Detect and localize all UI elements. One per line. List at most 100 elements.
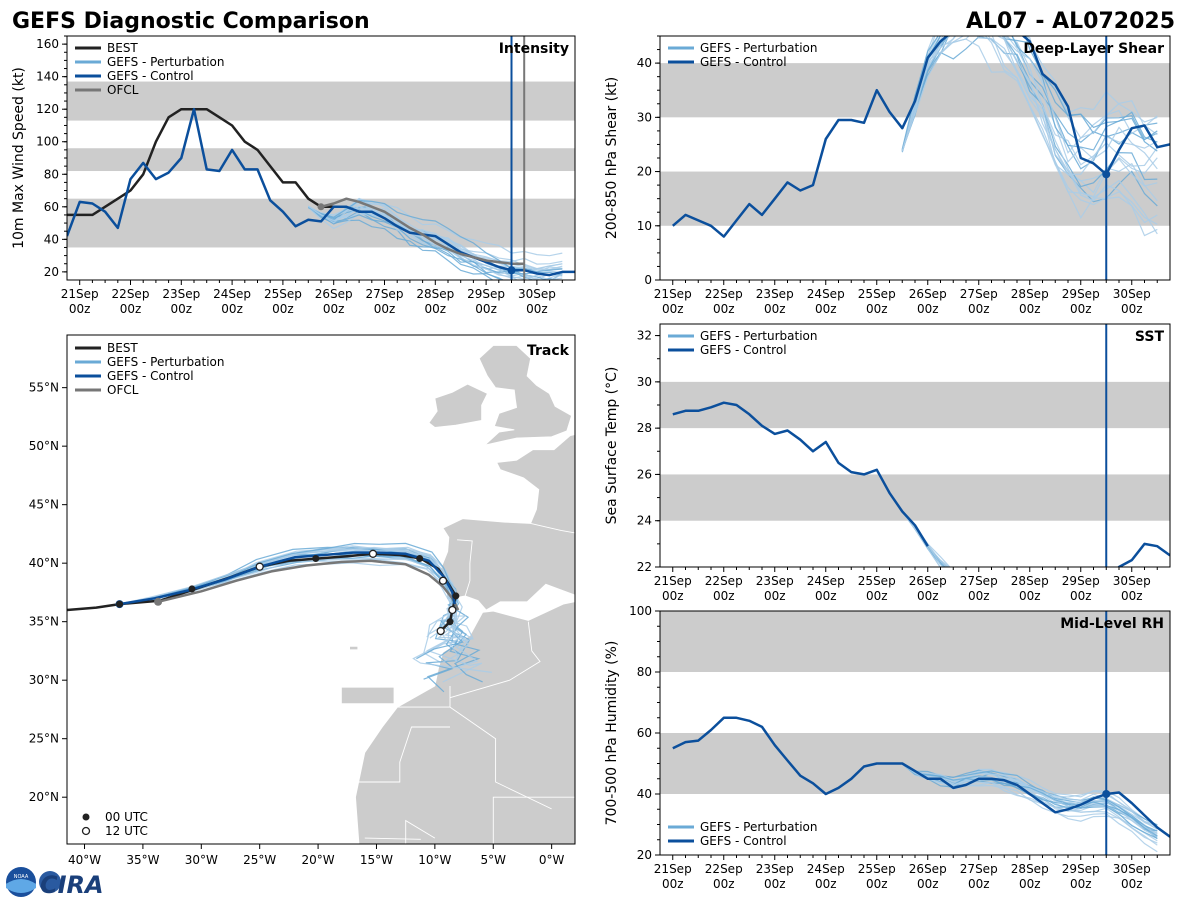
track-control-line: [119, 551, 456, 606]
rh-title: Mid-Level RH: [1060, 616, 1164, 632]
track-border: [353, 726, 450, 783]
shear-xtick-label: 25Sep: [858, 287, 896, 301]
legend-label: GEFS - Perturbation: [700, 329, 817, 343]
rh-xtick-label: 26Sep: [909, 862, 947, 876]
shear-perturbation-line: [901, 38, 1158, 176]
track-plot-area: [67, 345, 575, 844]
track-xtick-label: 35°W: [126, 853, 159, 867]
shear-xtick-label: 26Sep: [909, 287, 947, 301]
track-perturbation-line: [118, 562, 461, 663]
intensity-band: [67, 148, 575, 172]
sst-series-gefs-control-tail: [1117, 542, 1170, 567]
legend-label: BEST: [107, 341, 138, 355]
track-legend-12utc-marker: [81, 826, 91, 836]
intensity-ytick-label: 40: [44, 232, 59, 246]
sst-xtick-label: 22Sep: [705, 574, 743, 588]
sst-xtick-label: 27Sep: [960, 574, 998, 588]
intensity-series-gefs-control: [67, 107, 575, 277]
intensity-xtick-label: 00z: [69, 302, 91, 316]
rh-ytick-label: 20: [637, 848, 652, 862]
shear-xtick-label: 00z: [917, 302, 939, 316]
shear-xtick-label: 00z: [713, 302, 735, 316]
intensity-series-best: [67, 107, 334, 217]
track-perturbation-line: [118, 548, 470, 654]
rh-band: [660, 611, 1170, 672]
track-land: [340, 686, 395, 704]
track-land: [478, 345, 572, 446]
intensity-xtick-label: 00z: [221, 302, 243, 316]
shear-perturbation-line: [901, 36, 1158, 198]
rh-xtick-label: 27Sep: [960, 862, 998, 876]
track-xtick-label: 25°W: [243, 853, 276, 867]
track-border: [364, 837, 421, 840]
track-ytick-label: 20°N: [29, 790, 59, 804]
legend-label: GEFS - Control: [107, 369, 194, 383]
intensity-ylabel: 10m Max Wind Speed (kt): [11, 67, 27, 249]
track-xtick-label: 40°W: [68, 853, 101, 867]
intensity-ytick-label: 100: [36, 135, 59, 149]
sst-xtick-label: 00z: [815, 589, 837, 603]
shear-panel: 01020304021Sep00z22Sep00z23Sep00z24Sep00…: [604, 35, 1171, 316]
intensity-xtick-label: 00z: [272, 302, 294, 316]
figure-title: GEFS Diagnostic Comparison: [12, 9, 370, 34]
shear-perturbation-line: [901, 36, 1158, 167]
track-frame: [66, 334, 576, 845]
shear-ytick-label: 10: [637, 219, 652, 233]
shear-ytick-label: 40: [637, 56, 652, 70]
intensity-xtick-label: 24Sep: [213, 287, 251, 301]
shear-xtick-label: 28Sep: [1011, 287, 1049, 301]
sst-ylabel: Sea Surface Temp (°C): [604, 367, 620, 525]
shear-xtick-label: 29Sep: [1062, 287, 1100, 301]
intensity-plot-area: [67, 81, 575, 280]
rh-ytick-label: 40: [637, 787, 652, 801]
intensity-title: Intensity: [499, 41, 569, 57]
intensity-xtick-label: 00z: [323, 302, 345, 316]
track-best-12utc-marker: [255, 562, 264, 571]
track-xtick-label: 5°W: [481, 853, 507, 867]
sst-xtick-label: 21Sep: [654, 574, 692, 588]
legend-label: GEFS - Perturbation: [107, 55, 224, 69]
sst-panel: 22242628303221Sep00z22Sep00z23Sep00z24Se…: [604, 323, 1171, 603]
shear-plot-area: [660, 36, 1170, 238]
rh-xtick-label: 00z: [662, 877, 684, 891]
sst-perturbation-line: [901, 510, 949, 567]
track-best-12utc-marker: [436, 626, 445, 636]
track-ofcl-start-marker: [154, 597, 163, 606]
shear-xtick-label: 00z: [1019, 302, 1041, 316]
legend-label: GEFS - Control: [700, 834, 787, 848]
shear-ylabel: 200-850 hPa Shear (kt): [604, 77, 620, 239]
shear-ytick-label: 20: [637, 165, 652, 179]
track-land: [440, 434, 575, 611]
intensity-perturbation-line: [307, 207, 505, 280]
intensity-ytick-label: 60: [44, 200, 59, 214]
shear-ytick-label: 0: [644, 273, 652, 287]
cira-logo: CIRA: [39, 871, 104, 899]
rh-xtick-label: 00z: [1070, 877, 1092, 891]
rh-plot-area: [660, 611, 1170, 853]
track-ytick-label: 25°N: [29, 732, 59, 746]
sst-xtick-label: 30Sep: [1113, 574, 1151, 588]
intensity-xtick-label: 22Sep: [112, 287, 150, 301]
track-perturbation-line: [121, 553, 483, 683]
track-legend-00utc-marker: [82, 813, 90, 821]
track-perturbation-line: [117, 554, 481, 693]
sst-xtick-label: 26Sep: [909, 574, 947, 588]
shear-perturbation-line: [901, 36, 1158, 154]
sst-ytick-label: 22: [637, 560, 652, 574]
track-best-12utc-marker: [438, 576, 448, 585]
intensity-xtick-label: 28Sep: [416, 287, 454, 301]
sst-xtick-label: 00z: [968, 589, 990, 603]
shear-xtick-label: 00z: [764, 302, 786, 316]
rh-ytick-label: 60: [637, 726, 652, 740]
intensity-perturbation-line: [307, 205, 518, 280]
intensity-ytick-label: 140: [36, 70, 59, 84]
sst-ytick-label: 26: [637, 467, 652, 481]
intensity-xtick-label: 23Sep: [162, 287, 200, 301]
rh-xtick-label: 00z: [764, 877, 786, 891]
rh-ytick-label: 100: [629, 604, 652, 618]
intensity-xtick-label: 00z: [425, 302, 447, 316]
track-land: [349, 645, 359, 651]
shear-series-gefs-control: [671, 36, 1170, 238]
track-ytick-label: 50°N: [29, 439, 59, 453]
